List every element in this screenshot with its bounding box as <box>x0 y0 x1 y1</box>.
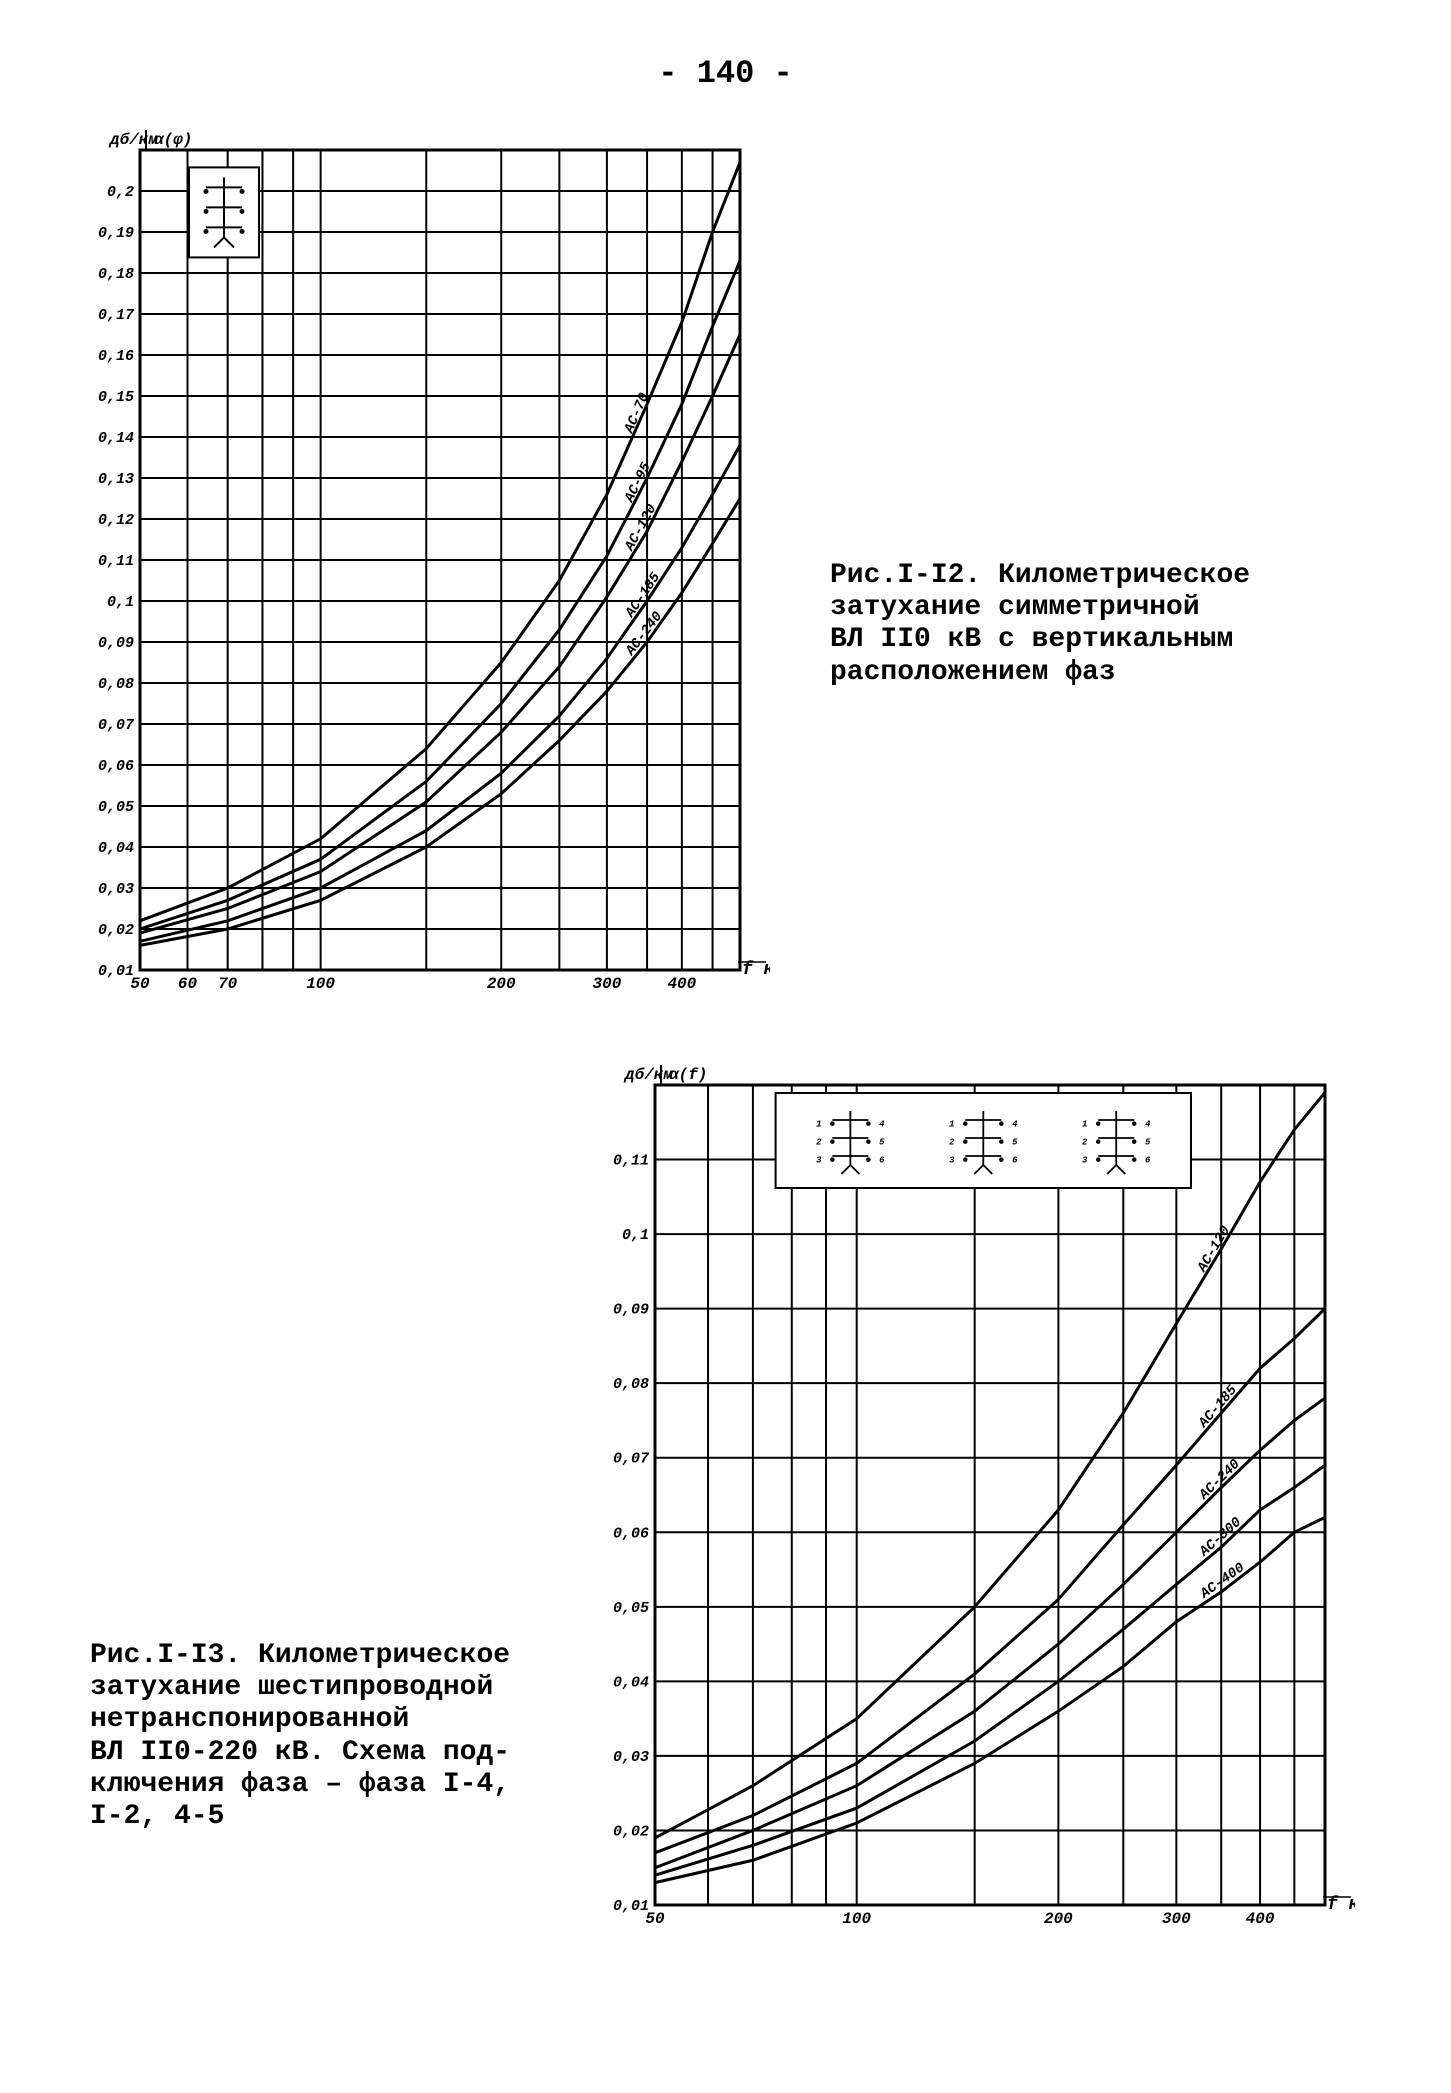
y-tick-label: 0,09 <box>613 1302 649 1319</box>
y-tick-label: 0,13 <box>98 471 134 488</box>
y-tick-label: 0,02 <box>613 1823 649 1840</box>
svg-text:2: 2 <box>816 1137 822 1147</box>
svg-text:5: 5 <box>879 1137 885 1147</box>
svg-text:2: 2 <box>949 1137 955 1147</box>
x-tick-label: 100 <box>842 1910 871 1928</box>
y-tick-label: 0,14 <box>98 430 134 447</box>
y-tick-label: 0,01 <box>613 1898 649 1915</box>
y-tick-label: 0,05 <box>613 1600 649 1617</box>
svg-text:6: 6 <box>879 1155 885 1165</box>
y-tick-label: 0,17 <box>98 307 135 324</box>
y-tick-label: 0,07 <box>613 1451 650 1468</box>
y-tick-label: 0,02 <box>98 922 134 939</box>
svg-text:1: 1 <box>1082 1119 1087 1129</box>
svg-text:4: 4 <box>1012 1119 1018 1129</box>
svg-text:2: 2 <box>1082 1137 1088 1147</box>
y-tick-label: 0,06 <box>613 1525 649 1542</box>
x-axis-label: f кГц <box>1327 1895 1355 1915</box>
x-tick-label: 400 <box>1246 1910 1275 1928</box>
y-tick-label: 0,1 <box>622 1227 649 1244</box>
chart-2-attenuation-six-wire: 0,01 0,02 0,03 0,04 0,05 0,06 0,07 0,08 0,09 0,1 0… <box>605 1060 1355 1930</box>
chart-svg: 0,01 0,02 0,03 0,04 0,05 0,06 0,07 0,08 0,09 0,1 0… <box>90 125 770 995</box>
x-tick-label: 300 <box>1162 1910 1191 1928</box>
y-tick-label: 0,08 <box>98 676 134 693</box>
svg-text:4: 4 <box>1145 1119 1151 1129</box>
svg-text:3: 3 <box>816 1155 822 1165</box>
svg-text:5: 5 <box>1145 1137 1151 1147</box>
y-tick-label: 0,06 <box>98 758 134 775</box>
y-tick-label: 0,09 <box>98 635 134 652</box>
caption-fig-1-12: Рис.I-I2. Километрическое затухание симм… <box>830 560 1250 689</box>
y-tick-label: 0,12 <box>98 512 134 529</box>
y-tick-label: 0,2 <box>107 184 134 201</box>
y-tick-label: 0,1 <box>107 594 134 611</box>
y-tick-label: 0,19 <box>98 225 134 242</box>
x-tick-label: 50 <box>645 1910 665 1928</box>
chart-svg: 0,01 0,02 0,03 0,04 0,05 0,06 0,07 0,08 0,09 0,1 0… <box>605 1060 1355 1930</box>
x-tick-label: 100 <box>306 975 335 993</box>
x-tick-label: 70 <box>218 975 238 993</box>
chart-1-attenuation-symmetric: 0,01 0,02 0,03 0,04 0,05 0,06 0,07 0,08 0,09 0,1 0… <box>90 125 770 995</box>
y-tick-label: 0,08 <box>613 1376 649 1393</box>
y-tick-label: 0,11 <box>98 553 134 570</box>
y-tick-label: 0,15 <box>98 389 134 406</box>
x-tick-label: 50 <box>130 975 150 993</box>
y-axis-label: дб/км <box>623 1066 673 1084</box>
svg-text:4: 4 <box>879 1119 885 1129</box>
svg-text:1: 1 <box>816 1119 821 1129</box>
y-tick-label: 0,04 <box>613 1674 649 1691</box>
y-tick-label: 0,18 <box>98 266 134 283</box>
caption-fig-1-13: Рис.I-I3. Километрическое затухание шест… <box>90 1640 510 1833</box>
svg-text:6: 6 <box>1012 1155 1018 1165</box>
y-tick-label: 0,04 <box>98 840 134 857</box>
y-tick-label: 0,03 <box>98 881 134 898</box>
y-axis-label-2: α(φ) <box>154 131 192 149</box>
svg-text:3: 3 <box>1082 1155 1088 1165</box>
y-tick-label: 0,16 <box>98 348 134 365</box>
page-number: - 140 - <box>658 55 792 92</box>
svg-text:6: 6 <box>1145 1155 1151 1165</box>
y-tick-label: 0,07 <box>98 717 135 734</box>
x-tick-label: 400 <box>667 975 696 993</box>
y-tick-label: 0,05 <box>98 799 134 816</box>
svg-text:1: 1 <box>949 1119 954 1129</box>
svg-text:5: 5 <box>1012 1137 1018 1147</box>
svg-text:3: 3 <box>949 1155 955 1165</box>
x-tick-label: 200 <box>1044 1910 1073 1928</box>
y-axis-label-2: α(f) <box>669 1066 707 1084</box>
y-tick-label: 0,01 <box>98 963 134 980</box>
y-axis-label: дб/км <box>108 131 158 149</box>
y-tick-label: 0,11 <box>613 1153 649 1170</box>
x-tick-label: 60 <box>178 975 198 993</box>
y-tick-label: 0,03 <box>613 1749 649 1766</box>
x-tick-label: 200 <box>487 975 516 993</box>
x-axis-label: f кГц <box>742 960 770 980</box>
x-tick-label: 300 <box>592 975 621 993</box>
